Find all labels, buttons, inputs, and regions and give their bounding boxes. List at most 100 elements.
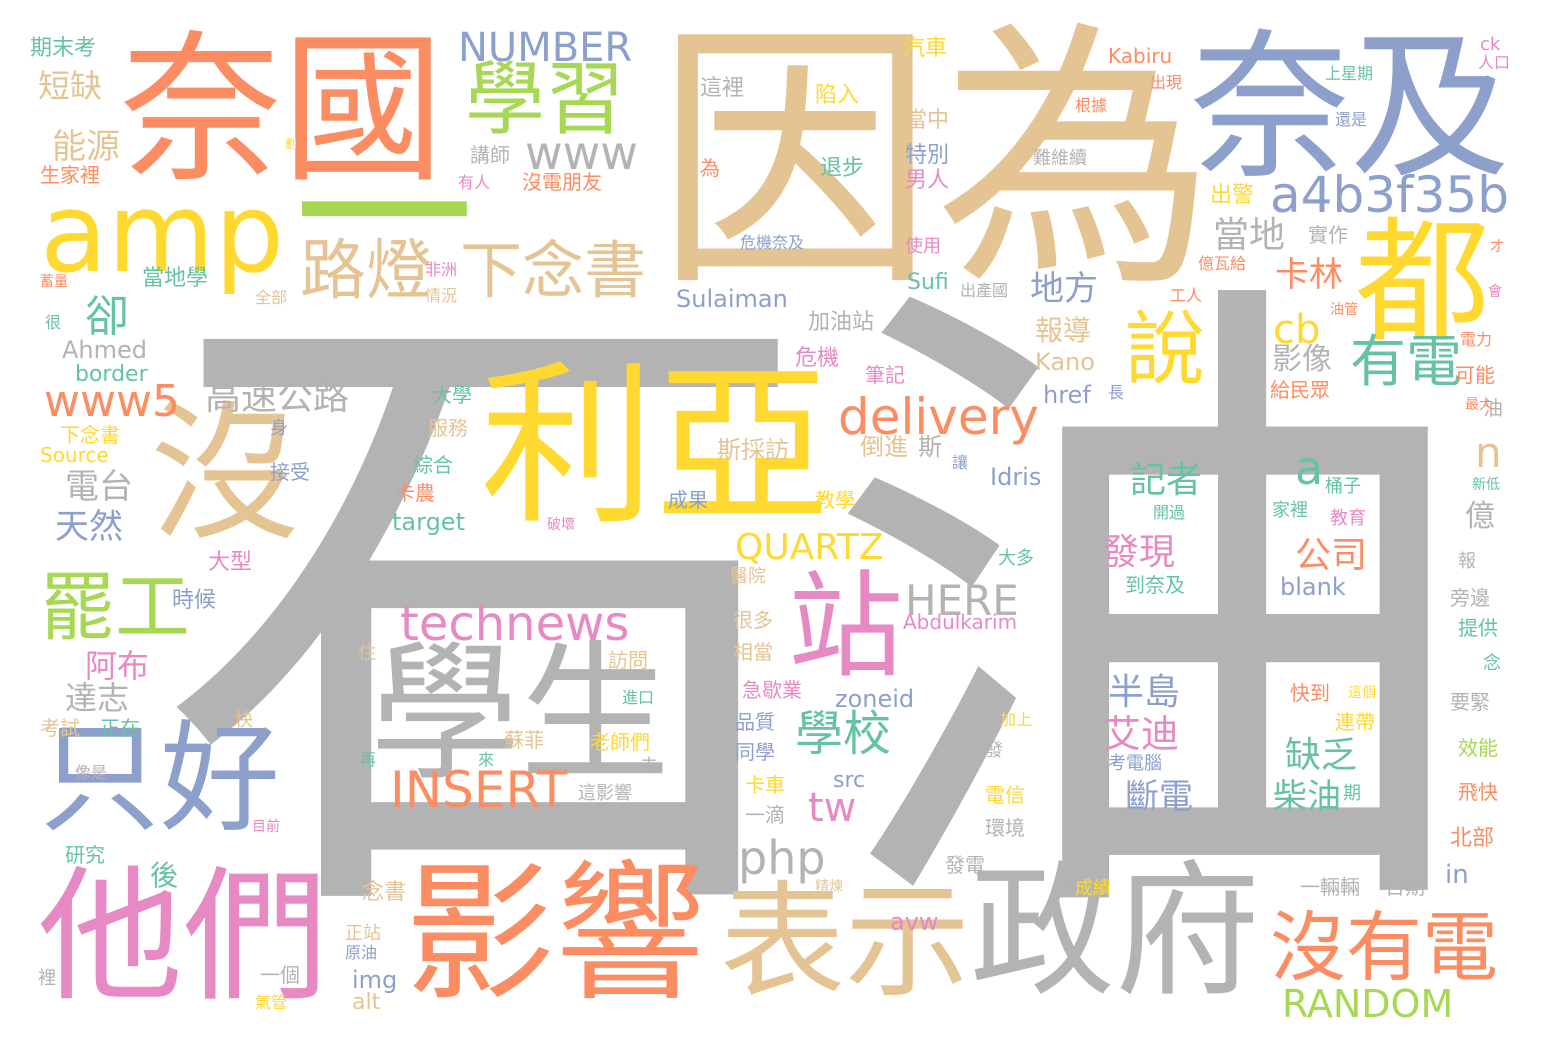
word: src [833,768,866,793]
word: a4b3f35b [1270,166,1509,224]
word: 柴油 [1273,777,1341,817]
word: 可能 [1455,363,1495,387]
word: 站 [788,560,904,694]
word: cb [1273,307,1321,353]
word: 罷工 [40,563,191,651]
word: 正站 [345,923,381,944]
word: 綜合 [413,453,453,477]
word: 斯採訪 [717,436,789,464]
word: 研究 [65,843,105,867]
word: 旁邊 [1450,586,1490,610]
word: 高速公路 [205,377,350,418]
word: 這個 [1348,685,1376,701]
word: 提供 [1458,616,1498,640]
word: 斯 [918,433,942,461]
word: 卡林 [1275,255,1343,295]
word: 環境 [985,816,1025,840]
word: 筆記 [865,363,905,387]
word: 新低 [1472,477,1500,493]
word: 裡 [38,968,56,989]
word: amp [40,169,285,297]
word: img [352,966,398,994]
word: 因為 [655,0,1215,325]
word: 進口 [622,688,655,707]
word: 住 [358,643,376,664]
word: 教育 [1330,508,1366,529]
word: 發現 [1103,532,1176,573]
word: NUMBER [458,25,633,71]
word: 桶子 [1325,476,1361,497]
word: 路燈 [300,232,432,309]
word: 蓄量 [40,274,68,290]
word: 來 [478,750,495,769]
word: 情況 [425,286,458,305]
word: 一個 [260,963,300,987]
word: 記者 [1130,460,1203,501]
word: 最大 [1465,397,1493,413]
word: 電力 [1460,330,1493,349]
word: 大多 [998,548,1034,569]
word: 卡農 [395,481,435,505]
word: 同學 [735,740,775,764]
word: 下念書 [60,423,120,447]
word: 說 [1125,303,1205,396]
word: 短缺 [38,67,103,105]
word: ck [1480,34,1501,55]
word: 開過 [1153,503,1186,522]
word: 油 [1483,396,1503,420]
word: 沒電朋友 [522,170,602,194]
word: www5 [44,376,180,427]
word: 使用 [905,236,941,257]
word: 會 [1488,284,1502,300]
word: 當地 [1213,215,1286,256]
word: QUARTZ [735,527,884,568]
word: 急歇業 [742,678,802,702]
word: 連帶 [1335,710,1375,734]
word: 後 [150,859,179,892]
word: 劃 [285,137,298,151]
word: 能源 [52,127,120,167]
word: 奈國 [120,17,444,205]
word: 到奈及 [1125,573,1185,597]
word: 工人 [1170,286,1203,305]
word: 原油 [345,943,378,962]
word: 一輛輛 [1300,875,1360,899]
word: 只好 [40,710,280,849]
word: 加上 [1000,710,1033,729]
word: 這影響 [578,783,632,804]
word: 相當 [733,640,773,664]
word: 講師 [470,143,510,167]
word: 期末考 [30,36,97,61]
word: 還是 [1335,110,1368,129]
word: Ahmed [62,336,148,364]
word: 蘇菲 [504,728,544,752]
word: 念 [1483,653,1501,674]
word: 出警 [1210,183,1255,208]
word: 卡車 [745,773,785,797]
word: 長 [1108,383,1125,402]
word: 當中 [905,108,950,133]
word: 一 [294,113,475,322]
word: 根據 [1075,96,1108,115]
word: 大學 [432,383,472,407]
word: 效能 [1458,736,1498,760]
word: 危機 [795,346,840,371]
word: 阿布 [85,647,150,685]
word: 億瓦給 [1198,254,1247,273]
word: 期 [1343,783,1361,804]
word: alt [352,990,381,1015]
word: Sufi [907,270,949,295]
word: 實作 [1308,223,1348,247]
word: zoneid [835,685,915,713]
word: 北部 [1450,826,1495,851]
word: 難維續 [1033,148,1087,169]
word: 學生 [370,628,671,802]
word: 飛快 [1458,780,1498,804]
word: href [1043,381,1091,409]
word: 為 [700,156,720,180]
word: 男人 [905,168,950,193]
word: 很多 [733,608,773,632]
word: 念書 [362,880,407,905]
word: 汽車 [903,36,948,61]
